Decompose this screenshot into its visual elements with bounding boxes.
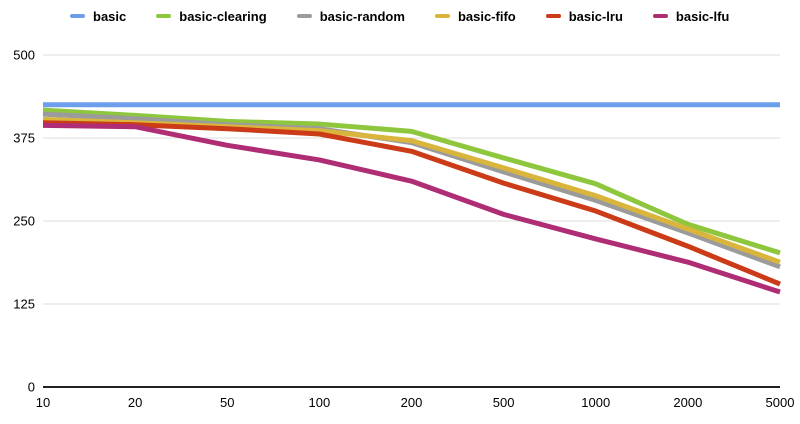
legend-label: basic-lru bbox=[568, 8, 623, 24]
y-tick-label: 0 bbox=[28, 380, 35, 395]
legend-label: basic bbox=[93, 8, 127, 24]
series-line-basic-random bbox=[42, 111, 781, 270]
x-tick-label: 10 bbox=[36, 395, 50, 410]
legend-swatch-icon bbox=[545, 14, 561, 18]
x-tick-label: 50 bbox=[220, 395, 234, 410]
y-tick-label: 500 bbox=[13, 48, 35, 63]
x-tick-label: 1000 bbox=[581, 395, 610, 410]
legend-label: basic-lfu bbox=[675, 8, 730, 24]
legend-item-basic-clearing: basic-clearing bbox=[156, 8, 267, 24]
x-tick-label: 500 bbox=[493, 395, 515, 410]
x-tick-label: 100 bbox=[309, 395, 331, 410]
y-tick-label: 125 bbox=[13, 297, 35, 312]
series-line-basic-clearing bbox=[42, 107, 781, 256]
legend-label: basic-fifo bbox=[457, 8, 516, 24]
legend-swatch-icon bbox=[70, 14, 85, 18]
legend-label: basic-random bbox=[319, 8, 405, 24]
series-line-basic-lru bbox=[42, 120, 781, 287]
x-tick-label: 2000 bbox=[673, 395, 702, 410]
x-tick-label: 200 bbox=[401, 395, 423, 410]
legend-label: basic-clearing bbox=[179, 8, 267, 24]
legend-swatch-icon bbox=[156, 14, 172, 18]
x-tick-label: 5000 bbox=[766, 395, 795, 410]
legend-swatch-icon bbox=[652, 14, 668, 18]
legend-swatch-icon bbox=[434, 14, 450, 18]
legend-item-basic-random: basic-random bbox=[296, 8, 405, 24]
legend-item-basic: basic bbox=[70, 9, 126, 24]
x-tick-label: 20 bbox=[128, 395, 142, 410]
series-line-basic-lfu bbox=[42, 122, 781, 295]
legend-swatch-icon bbox=[296, 14, 312, 18]
legend-item-basic-lfu: basic-lfu bbox=[652, 8, 730, 24]
legend-item-basic-lru: basic-lru bbox=[545, 8, 623, 24]
legend-item-basic-fifo: basic-fifo bbox=[434, 8, 516, 24]
chart-legend: basic basic-clearing basic-random basic-fif… bbox=[70, 6, 729, 26]
y-tick-label: 250 bbox=[13, 214, 35, 229]
y-tick-label: 375 bbox=[13, 131, 35, 146]
